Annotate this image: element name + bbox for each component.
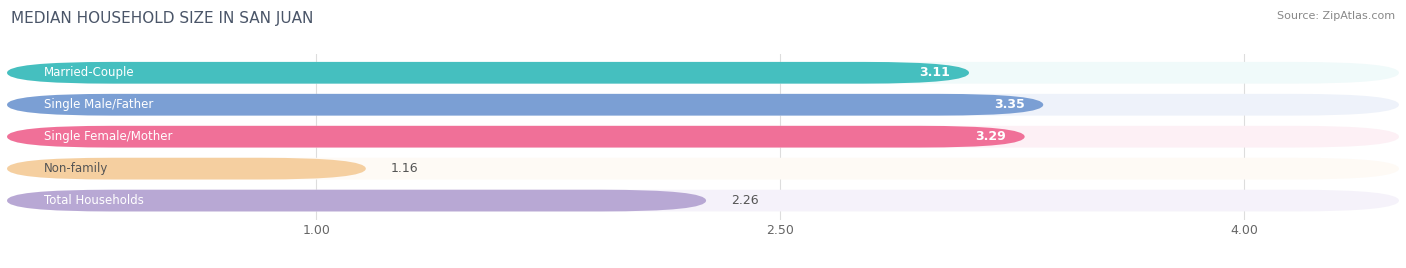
FancyBboxPatch shape bbox=[7, 158, 366, 180]
Text: 3.35: 3.35 bbox=[994, 98, 1025, 111]
Text: 2.26: 2.26 bbox=[731, 194, 758, 207]
Text: Source: ZipAtlas.com: Source: ZipAtlas.com bbox=[1277, 11, 1395, 21]
FancyBboxPatch shape bbox=[7, 190, 1399, 211]
FancyBboxPatch shape bbox=[7, 190, 706, 211]
Text: MEDIAN HOUSEHOLD SIZE IN SAN JUAN: MEDIAN HOUSEHOLD SIZE IN SAN JUAN bbox=[11, 11, 314, 26]
FancyBboxPatch shape bbox=[7, 62, 969, 84]
Text: Single Female/Mother: Single Female/Mother bbox=[44, 130, 173, 143]
Text: Married-Couple: Married-Couple bbox=[44, 66, 135, 79]
FancyBboxPatch shape bbox=[7, 126, 1025, 148]
Text: 1.16: 1.16 bbox=[391, 162, 418, 175]
FancyBboxPatch shape bbox=[7, 158, 1399, 180]
FancyBboxPatch shape bbox=[7, 126, 1399, 148]
Text: Single Male/Father: Single Male/Father bbox=[44, 98, 153, 111]
Text: 3.11: 3.11 bbox=[920, 66, 950, 79]
Text: Total Households: Total Households bbox=[44, 194, 143, 207]
FancyBboxPatch shape bbox=[7, 94, 1043, 116]
FancyBboxPatch shape bbox=[7, 62, 1399, 84]
FancyBboxPatch shape bbox=[7, 94, 1399, 116]
Text: 3.29: 3.29 bbox=[976, 130, 1007, 143]
Text: Non-family: Non-family bbox=[44, 162, 108, 175]
